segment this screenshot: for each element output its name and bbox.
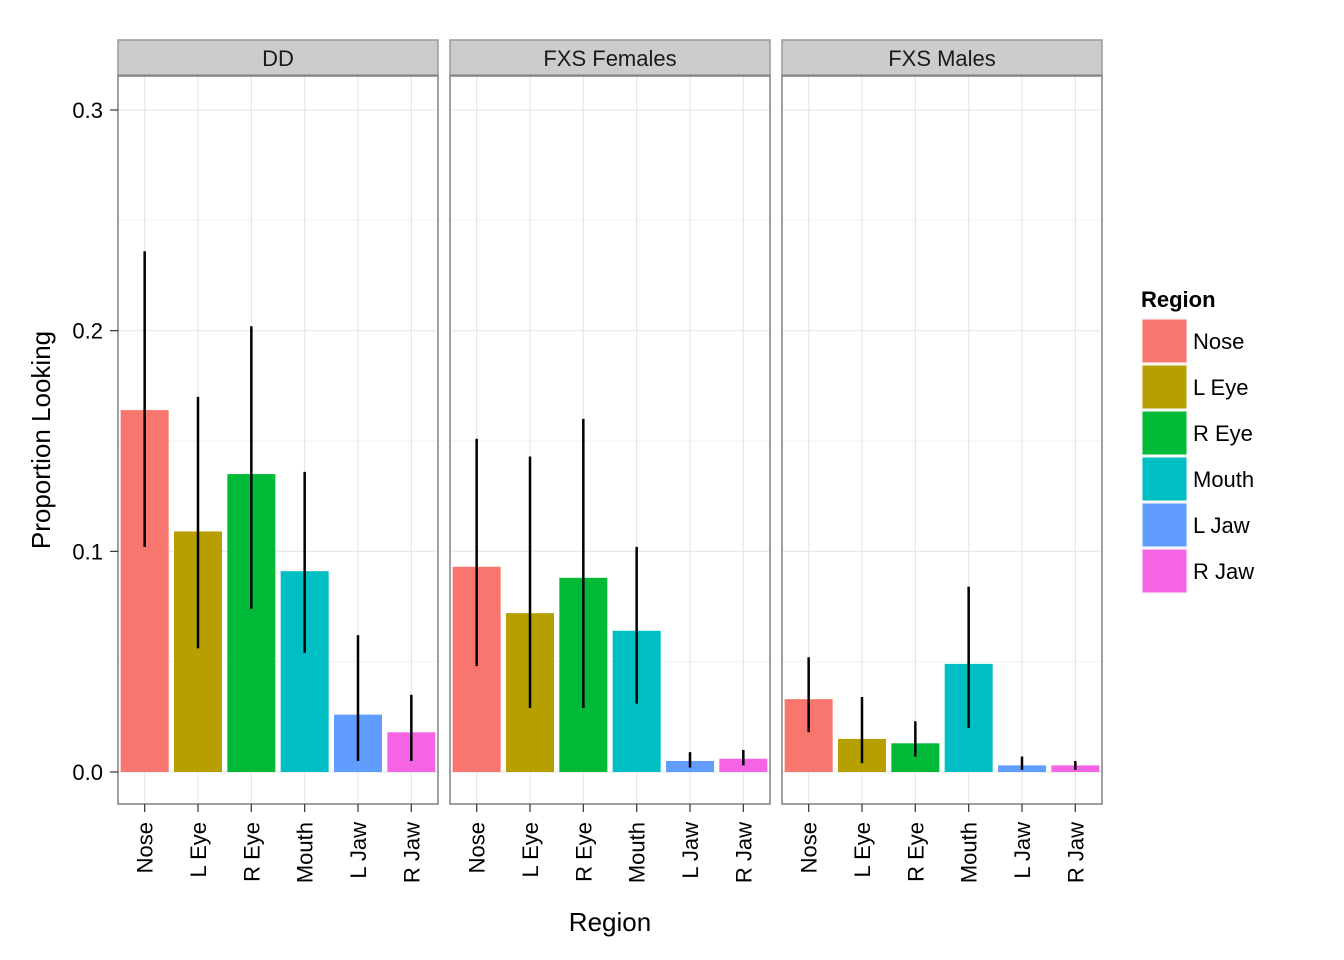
panel-border [781, 75, 1103, 805]
x-tick-label: L Eye [850, 822, 875, 877]
x-tick-label: L Jaw [678, 822, 703, 879]
panel-border [449, 75, 771, 805]
x-tick-label: L Eye [186, 822, 211, 877]
y-tick-label: 0.0 [72, 760, 103, 785]
facet-label: FXS Males [888, 46, 996, 71]
x-tick-label: L Eye [518, 822, 543, 877]
x-tick-label: Mouth [293, 822, 318, 883]
x-tick-label: R Jaw [1063, 822, 1088, 883]
x-tick-label: Nose [133, 822, 158, 873]
x-tick-label: Mouth [625, 822, 650, 883]
legend: Region Nose L Eye R Eye Mouth L Jaw R Jaw [1141, 287, 1254, 594]
panel-fxs-females: FXS Females Nose L Eye R Eye Mouth L Jaw R Jaw [449, 39, 771, 883]
legend-swatch [1141, 548, 1188, 594]
legend-item: R Jaw [1141, 548, 1254, 594]
legend-label: Mouth [1193, 467, 1254, 492]
facet-strip [449, 39, 771, 76]
legend-item: R Eye [1141, 410, 1253, 456]
x-tick-label: R Jaw [731, 822, 756, 883]
facet-strip [781, 39, 1103, 76]
facet-label: DD [262, 46, 294, 71]
legend-label: L Eye [1193, 375, 1248, 400]
panel-border [117, 75, 439, 805]
legend-swatch [1141, 318, 1188, 364]
panel-background [118, 76, 438, 804]
legend-swatch [1141, 410, 1188, 456]
legend-label: L Jaw [1193, 513, 1250, 538]
x-tick-label: R Jaw [399, 822, 424, 883]
x-tick-label: R Eye [239, 822, 264, 882]
legend-swatch [1141, 502, 1188, 548]
panel-dd: DD Nose L Eye R Eye Mouth L Jaw R Jaw [117, 39, 439, 883]
legend-item: L Jaw [1141, 502, 1250, 548]
x-tick-label: L Jaw [346, 822, 371, 879]
panel-fxs-males: FXS Males Nose L Eye R Eye Mouth L Jaw R Jaw [781, 39, 1103, 883]
legend-items: Nose L Eye R Eye Mouth L Jaw R Jaw [1141, 318, 1254, 594]
x-tick-label: L Jaw [1010, 822, 1035, 879]
x-tick-label: Nose [797, 822, 822, 873]
x-tick-label: Nose [465, 822, 490, 873]
legend-title: Region [1141, 287, 1216, 312]
x-axis-title: Region [569, 907, 651, 937]
legend-item: L Eye [1141, 364, 1248, 410]
legend-item: Nose [1141, 318, 1244, 364]
panel-background [782, 76, 1102, 804]
panel-background [450, 76, 770, 804]
y-axis-title: Proportion Looking [26, 331, 56, 549]
legend-label: R Jaw [1193, 559, 1254, 584]
x-tick-label: Mouth [957, 822, 982, 883]
x-tick-label: R Eye [903, 822, 928, 882]
x-tick-label: R Eye [571, 822, 596, 882]
facet-label: FXS Females [543, 46, 676, 71]
legend-label: Nose [1193, 329, 1244, 354]
y-tick-label: 0.2 [72, 319, 103, 344]
legend-swatch [1141, 364, 1188, 410]
legend-item: Mouth [1141, 456, 1254, 502]
y-tick-label: 0.3 [72, 98, 103, 123]
legend-swatch [1141, 456, 1188, 502]
facet-strip [117, 39, 439, 76]
legend-label: R Eye [1193, 421, 1253, 446]
y-tick-label: 0.1 [72, 539, 103, 564]
y-axis: 0.0 0.1 0.2 0.3 [72, 98, 118, 785]
